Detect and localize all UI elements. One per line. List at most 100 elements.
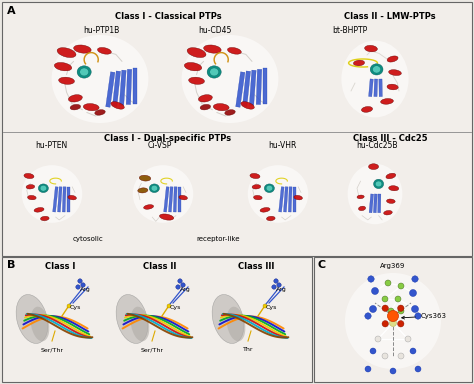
Polygon shape <box>243 71 251 106</box>
Ellipse shape <box>187 48 206 58</box>
Ellipse shape <box>365 45 377 52</box>
Ellipse shape <box>111 102 124 109</box>
Ellipse shape <box>207 66 221 78</box>
Text: cytosolic: cytosolic <box>73 236 103 242</box>
Text: Class III - Cdc25: Class III - Cdc25 <box>353 134 428 143</box>
Ellipse shape <box>182 35 278 123</box>
Ellipse shape <box>381 99 393 104</box>
Ellipse shape <box>59 77 74 84</box>
Text: Arg: Arg <box>276 286 287 291</box>
Ellipse shape <box>294 195 302 200</box>
Ellipse shape <box>38 184 48 192</box>
Ellipse shape <box>34 207 44 212</box>
Polygon shape <box>119 70 126 106</box>
Ellipse shape <box>210 68 219 76</box>
Text: hu-PTEN: hu-PTEN <box>35 141 67 150</box>
Ellipse shape <box>16 295 48 343</box>
Circle shape <box>390 319 396 326</box>
Text: Cys: Cys <box>70 305 82 310</box>
Ellipse shape <box>151 185 157 191</box>
Circle shape <box>398 321 404 327</box>
Ellipse shape <box>213 104 229 111</box>
FancyBboxPatch shape <box>2 2 472 256</box>
Ellipse shape <box>68 95 82 102</box>
Circle shape <box>375 336 381 342</box>
Ellipse shape <box>95 110 105 115</box>
Circle shape <box>382 321 388 327</box>
Text: Arg369: Arg369 <box>380 263 406 269</box>
Polygon shape <box>369 79 374 97</box>
Ellipse shape <box>27 195 36 200</box>
Ellipse shape <box>358 206 365 210</box>
Circle shape <box>388 308 394 314</box>
Ellipse shape <box>362 106 373 112</box>
Polygon shape <box>133 68 137 104</box>
Ellipse shape <box>260 207 270 212</box>
Ellipse shape <box>149 184 159 192</box>
Text: Class III: Class III <box>238 262 274 271</box>
Ellipse shape <box>227 307 246 341</box>
Circle shape <box>67 304 71 308</box>
Ellipse shape <box>389 186 399 191</box>
Circle shape <box>382 305 388 311</box>
Polygon shape <box>378 194 381 213</box>
Text: Class I: Class I <box>45 262 75 271</box>
Ellipse shape <box>77 66 91 78</box>
Polygon shape <box>369 194 374 213</box>
Ellipse shape <box>252 185 261 189</box>
Ellipse shape <box>57 48 76 58</box>
Circle shape <box>398 353 404 359</box>
Text: hu-CD45: hu-CD45 <box>198 26 231 35</box>
Text: Class II: Class II <box>143 262 177 271</box>
Circle shape <box>263 304 267 308</box>
Circle shape <box>365 366 371 372</box>
Text: B: B <box>7 260 15 270</box>
Polygon shape <box>283 187 288 212</box>
Ellipse shape <box>341 41 409 118</box>
Circle shape <box>415 366 421 372</box>
Circle shape <box>370 306 376 313</box>
Ellipse shape <box>144 205 154 209</box>
Text: hu-VHR: hu-VHR <box>268 141 296 150</box>
Ellipse shape <box>383 210 392 215</box>
Polygon shape <box>288 187 292 212</box>
Ellipse shape <box>133 165 193 223</box>
Circle shape <box>370 348 376 354</box>
Polygon shape <box>293 187 296 212</box>
Circle shape <box>81 283 85 287</box>
Polygon shape <box>374 79 378 97</box>
Circle shape <box>385 280 391 286</box>
Circle shape <box>176 285 180 289</box>
Polygon shape <box>279 187 284 212</box>
Ellipse shape <box>26 185 35 189</box>
Ellipse shape <box>138 188 148 193</box>
Circle shape <box>388 311 399 321</box>
Text: hu-Cdc25B: hu-Cdc25B <box>356 141 398 150</box>
Ellipse shape <box>241 102 254 109</box>
Ellipse shape <box>22 165 82 223</box>
Text: Ser/Thr: Ser/Thr <box>40 347 64 352</box>
Ellipse shape <box>387 56 398 62</box>
Polygon shape <box>62 187 66 212</box>
Ellipse shape <box>389 70 401 76</box>
Circle shape <box>372 288 379 295</box>
Circle shape <box>277 283 281 287</box>
Ellipse shape <box>354 60 365 66</box>
Polygon shape <box>164 187 169 212</box>
Circle shape <box>410 290 417 296</box>
Polygon shape <box>249 70 256 106</box>
Ellipse shape <box>199 95 212 102</box>
Text: Class I - Dual-specific PTPs: Class I - Dual-specific PTPs <box>104 134 232 143</box>
Ellipse shape <box>370 64 383 75</box>
Text: C: C <box>318 260 326 270</box>
Circle shape <box>405 336 411 342</box>
Text: Cys363: Cys363 <box>401 313 447 319</box>
Text: hu-PTP1B: hu-PTP1B <box>83 26 119 35</box>
Polygon shape <box>126 69 132 104</box>
FancyBboxPatch shape <box>2 257 312 382</box>
Polygon shape <box>112 71 120 106</box>
Polygon shape <box>53 187 58 212</box>
Circle shape <box>78 279 82 283</box>
Polygon shape <box>106 72 115 107</box>
Circle shape <box>345 273 441 369</box>
